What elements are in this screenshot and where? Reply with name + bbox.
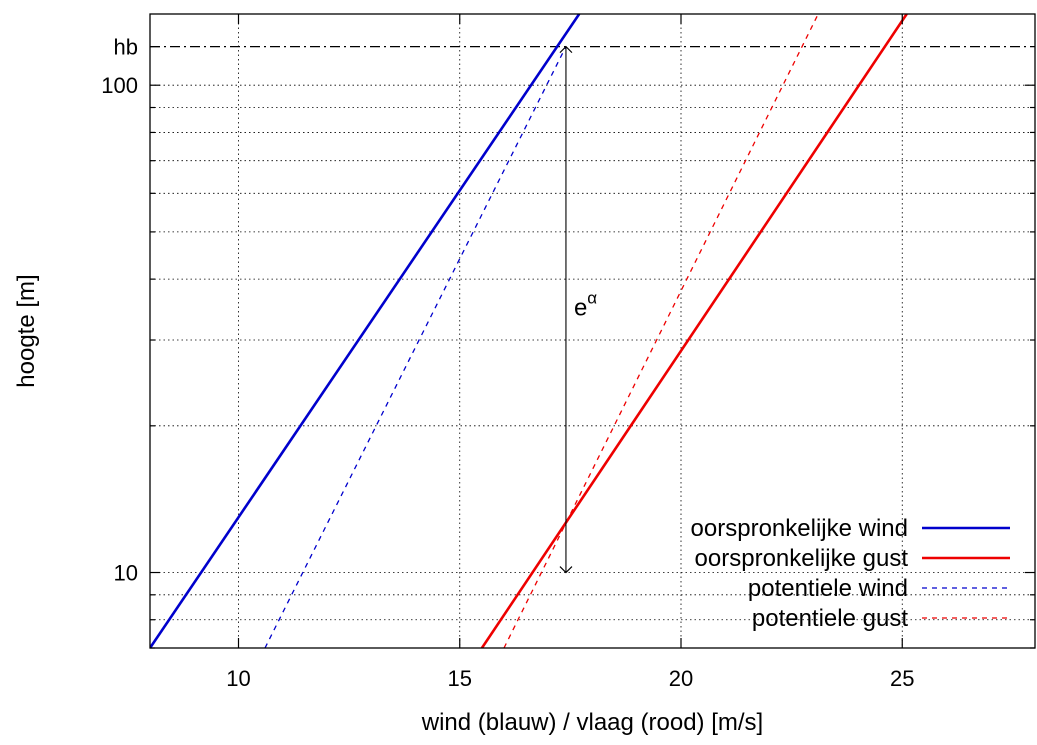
x-tick-label: 20 xyxy=(669,666,693,691)
axis-ticks xyxy=(150,14,1035,649)
legend-label: oorspronkelijke wind xyxy=(691,515,908,542)
series-line xyxy=(150,14,581,648)
x-tick-label: 15 xyxy=(448,666,472,691)
series-lines xyxy=(150,14,908,648)
legend: oorspronkelijke wind oorspronkelijke gust… xyxy=(691,515,1010,632)
annotation-superscript: α xyxy=(587,289,597,308)
y-axis-label: hoogte [m] xyxy=(13,274,40,387)
y-tick-label: 100 xyxy=(101,73,138,98)
y-tick-label-hb: hb xyxy=(114,35,138,60)
exponent-annotation: eα xyxy=(574,289,597,322)
legend-label: potentiele gust xyxy=(752,605,908,632)
x-axis-label: wind (blauw) / vlaag (rood) [m/s] xyxy=(421,709,763,736)
legend-label: potentiele wind xyxy=(748,575,908,602)
annotation-base: e xyxy=(574,295,587,322)
series-line xyxy=(264,46,567,648)
y-tick-label: 10 xyxy=(114,561,138,586)
series-line xyxy=(480,14,908,648)
tick-labels: 10 15 20 25 10 100 hb xyxy=(101,35,914,691)
series-line xyxy=(503,14,819,648)
legend-label: oorspronkelijke gust xyxy=(695,545,909,572)
plot-frame xyxy=(149,13,1036,649)
x-tick-label: 10 xyxy=(226,666,250,691)
grid xyxy=(150,14,1035,649)
x-tick-label: 25 xyxy=(890,666,914,691)
